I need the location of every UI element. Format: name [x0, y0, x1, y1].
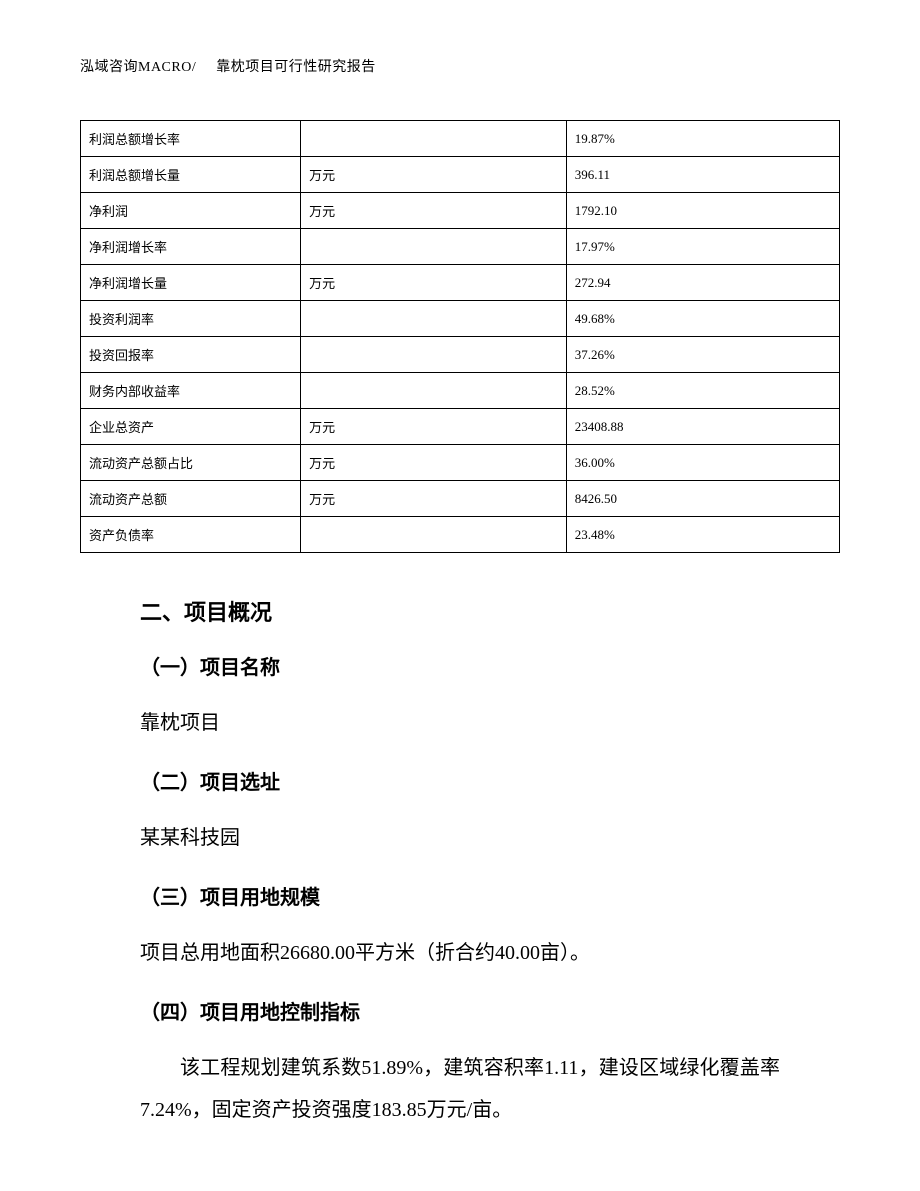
project-name-text: 靠枕项目 — [140, 702, 780, 744]
land-index-text: 该工程规划建筑系数51.89%，建筑容积率1.11，建设区域绿化覆盖率7.24%… — [140, 1047, 780, 1131]
metric-name: 财务内部收益率 — [81, 373, 301, 409]
table-row: 投资回报率 37.26% — [81, 337, 840, 373]
metric-value: 272.94 — [566, 265, 839, 301]
table-row: 资产负债率 23.48% — [81, 517, 840, 553]
metric-unit — [301, 517, 567, 553]
metrics-table: 利润总额增长率 19.87% 利润总额增长量 万元 396.11 净利润 万元 … — [80, 120, 840, 553]
table-row: 流动资产总额 万元 8426.50 — [81, 481, 840, 517]
metric-name: 流动资产总额占比 — [81, 445, 301, 481]
section-heading-overview: 二、项目概况 — [140, 595, 780, 627]
metric-name: 净利润 — [81, 193, 301, 229]
metric-unit: 万元 — [301, 409, 567, 445]
table-row: 净利润增长量 万元 272.94 — [81, 265, 840, 301]
metric-unit: 万元 — [301, 193, 567, 229]
header-left: 泓域咨询MACRO/ — [80, 60, 196, 75]
metric-value: 37.26% — [566, 337, 839, 373]
metric-value: 8426.50 — [566, 481, 839, 517]
metric-name: 资产负债率 — [81, 517, 301, 553]
table-row: 利润总额增长率 19.87% — [81, 121, 840, 157]
metric-unit — [301, 229, 567, 265]
metric-unit: 万元 — [301, 481, 567, 517]
body-content: 二、项目概况 （一）项目名称 靠枕项目 （二）项目选址 某某科技园 （三）项目用… — [80, 595, 840, 1131]
page: 泓域咨询MACRO/靠枕项目可行性研究报告 利润总额增长率 19.87% 利润总… — [0, 0, 920, 1191]
metric-value: 36.00% — [566, 445, 839, 481]
table-row: 利润总额增长量 万元 396.11 — [81, 157, 840, 193]
table-row: 投资利润率 49.68% — [81, 301, 840, 337]
metric-name: 流动资产总额 — [81, 481, 301, 517]
metric-name: 利润总额增长率 — [81, 121, 301, 157]
metric-value: 396.11 — [566, 157, 839, 193]
metric-value: 23408.88 — [566, 409, 839, 445]
metric-value: 17.97% — [566, 229, 839, 265]
metric-value: 49.68% — [566, 301, 839, 337]
table-row: 流动资产总额占比 万元 36.00% — [81, 445, 840, 481]
table-row: 企业总资产 万元 23408.88 — [81, 409, 840, 445]
subheading-project-name: （一）项目名称 — [140, 651, 780, 680]
metric-unit — [301, 121, 567, 157]
metric-name: 投资回报率 — [81, 337, 301, 373]
metric-unit — [301, 337, 567, 373]
metric-unit: 万元 — [301, 157, 567, 193]
metric-name: 利润总额增长量 — [81, 157, 301, 193]
subheading-land-scale: （三）项目用地规模 — [140, 881, 780, 910]
metric-unit — [301, 301, 567, 337]
header-right: 靠枕项目可行性研究报告 — [216, 60, 376, 75]
page-header: 泓域咨询MACRO/靠枕项目可行性研究报告 — [80, 56, 840, 76]
metric-value: 1792.10 — [566, 193, 839, 229]
metric-value: 23.48% — [566, 517, 839, 553]
metric-value: 28.52% — [566, 373, 839, 409]
metric-unit: 万元 — [301, 265, 567, 301]
metric-name: 投资利润率 — [81, 301, 301, 337]
metric-value: 19.87% — [566, 121, 839, 157]
metric-name: 净利润增长量 — [81, 265, 301, 301]
land-scale-text: 项目总用地面积26680.00平方米（折合约40.00亩）。 — [140, 932, 780, 974]
subheading-land-index: （四）项目用地控制指标 — [140, 996, 780, 1025]
metric-name: 净利润增长率 — [81, 229, 301, 265]
project-site-text: 某某科技园 — [140, 817, 780, 859]
metric-unit: 万元 — [301, 445, 567, 481]
metric-unit — [301, 373, 567, 409]
table-row: 财务内部收益率 28.52% — [81, 373, 840, 409]
table-row: 净利润增长率 17.97% — [81, 229, 840, 265]
metric-name: 企业总资产 — [81, 409, 301, 445]
table-row: 净利润 万元 1792.10 — [81, 193, 840, 229]
subheading-project-site: （二）项目选址 — [140, 766, 780, 795]
